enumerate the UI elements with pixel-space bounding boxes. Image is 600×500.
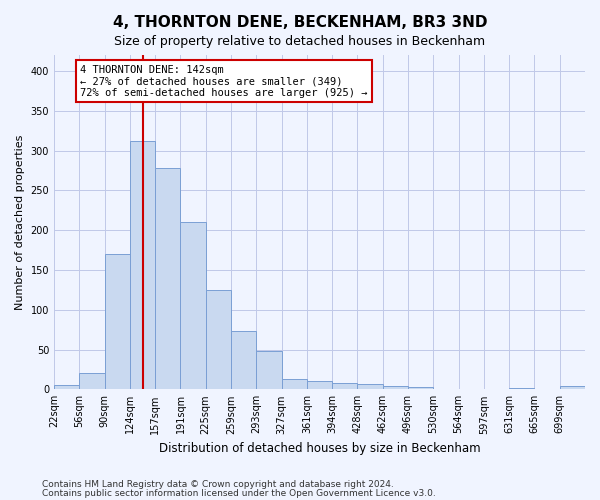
Y-axis label: Number of detached properties: Number of detached properties bbox=[15, 134, 25, 310]
Bar bbox=[560, 386, 585, 390]
Bar bbox=[307, 380, 332, 390]
Text: 4, THORNTON DENE, BECKENHAM, BR3 3ND: 4, THORNTON DENE, BECKENHAM, BR3 3ND bbox=[113, 15, 487, 30]
Bar bbox=[256, 351, 281, 390]
Text: Contains public sector information licensed under the Open Government Licence v3: Contains public sector information licen… bbox=[42, 488, 436, 498]
Bar bbox=[408, 387, 433, 390]
Bar bbox=[332, 383, 358, 390]
Bar bbox=[155, 168, 181, 390]
Bar bbox=[433, 388, 458, 390]
Text: Contains HM Land Registry data © Crown copyright and database right 2024.: Contains HM Land Registry data © Crown c… bbox=[42, 480, 394, 489]
Text: Size of property relative to detached houses in Beckenham: Size of property relative to detached ho… bbox=[115, 35, 485, 48]
Bar bbox=[104, 254, 130, 390]
Bar bbox=[130, 141, 155, 390]
Bar bbox=[231, 331, 256, 390]
Bar bbox=[281, 379, 307, 390]
Bar bbox=[206, 290, 231, 390]
X-axis label: Distribution of detached houses by size in Beckenham: Distribution of detached houses by size … bbox=[159, 442, 481, 455]
Bar bbox=[79, 374, 104, 390]
Bar bbox=[383, 386, 408, 390]
Bar bbox=[509, 388, 535, 390]
Bar bbox=[358, 384, 383, 390]
Bar bbox=[181, 222, 206, 390]
Text: 4 THORNTON DENE: 142sqm
← 27% of detached houses are smaller (349)
72% of semi-d: 4 THORNTON DENE: 142sqm ← 27% of detache… bbox=[80, 64, 368, 98]
Bar bbox=[54, 384, 79, 390]
